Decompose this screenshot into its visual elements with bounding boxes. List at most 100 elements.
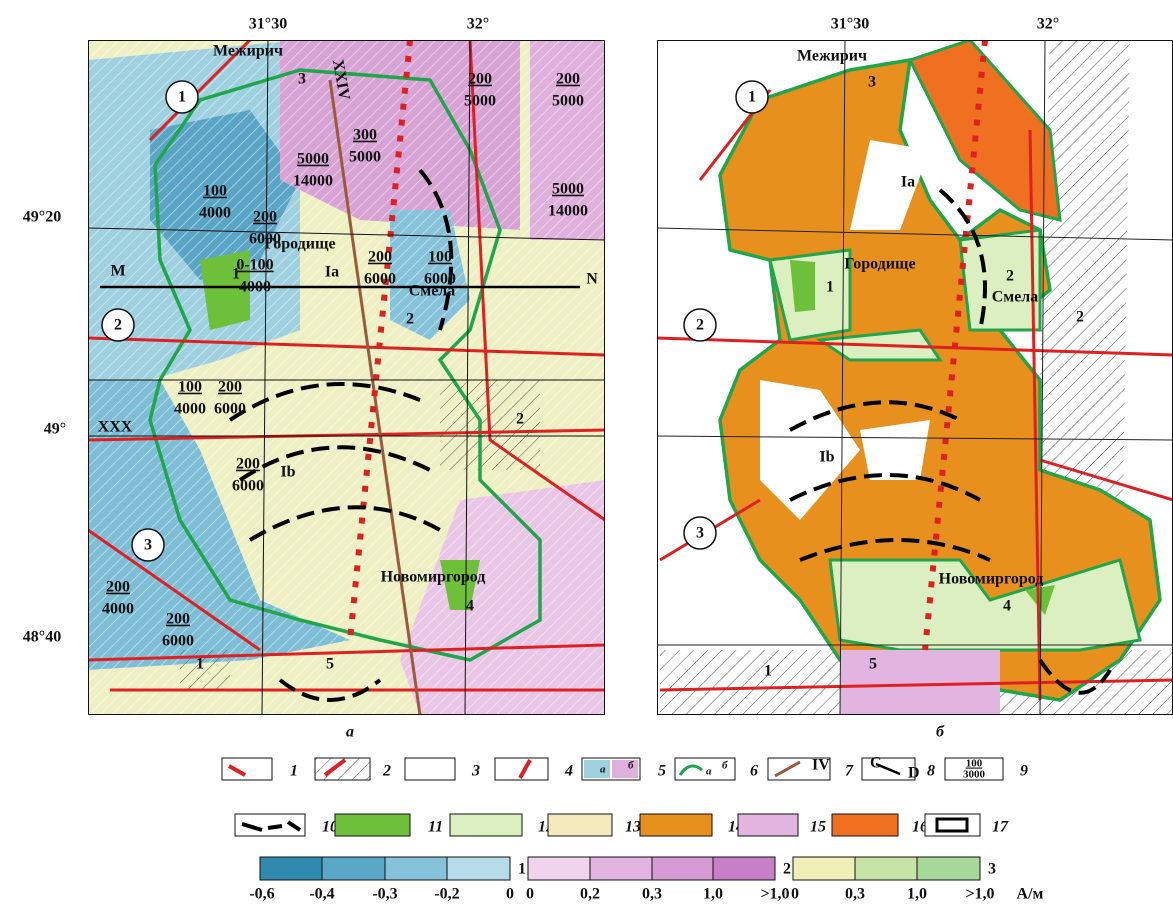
number-label: 5 <box>869 656 877 673</box>
scale-tick-label: -0,3 <box>372 886 397 903</box>
legend-box <box>234 813 306 837</box>
legend-number: 8 <box>927 763 935 780</box>
scale-tick-label: -0,6 <box>249 886 274 903</box>
scale-cell <box>384 856 448 881</box>
legend-box <box>831 813 899 837</box>
fraction-top: 100 <box>428 249 452 266</box>
fraction-top: 200 <box>556 71 580 88</box>
zone-label: 3 <box>696 525 704 542</box>
longitude-label: 31°30 <box>831 16 869 33</box>
fraction-top: 200 <box>368 249 392 266</box>
scale-tick-label: 0 <box>791 886 799 903</box>
legend-symbol <box>678 764 703 776</box>
fraction-top: 5000 <box>552 181 584 198</box>
zone-label: 3 <box>144 537 152 554</box>
longitude-label: 32° <box>1037 16 1059 33</box>
legend-number: 6 <box>750 763 758 780</box>
scale-cell <box>589 856 653 881</box>
longitude-label: 32° <box>467 16 489 33</box>
number-label: 2 <box>516 411 524 428</box>
latitude-label: 48°40 <box>23 629 61 646</box>
fraction-top: 100 <box>203 183 227 200</box>
legend-sub: а <box>600 764 606 776</box>
number-label: 1 <box>196 656 204 673</box>
scale-tick-label: -0,2 <box>434 886 459 903</box>
number-label: 1 <box>232 266 240 283</box>
legend-swatch <box>584 760 610 778</box>
scale-tick-label: 0,2 <box>580 886 600 903</box>
legend-number: 16 <box>912 819 928 836</box>
scale-tick-label: 0 <box>506 886 514 903</box>
scale-cell <box>854 856 918 881</box>
legend-symbol <box>774 760 801 778</box>
zone-label: 2 <box>114 317 122 334</box>
latitude-label: 49°20 <box>23 209 61 226</box>
place-name: Городище <box>264 236 335 253</box>
scale-cell <box>259 856 323 881</box>
zone-label: 2 <box>696 317 704 334</box>
place-name: Новомиргород <box>939 571 1044 588</box>
fraction-bottom: 14000 <box>293 173 333 190</box>
zone-circle <box>735 80 769 114</box>
legend-number: 5 <box>658 763 666 780</box>
legend-symbol <box>228 764 246 777</box>
legend-sub: а <box>706 766 712 778</box>
fraction-bottom: 6000 <box>162 633 194 650</box>
legend-swatch <box>612 760 638 778</box>
fraction-top: 200 <box>253 209 277 226</box>
fraction-top: 5000 <box>297 151 329 168</box>
scale-tick-label: 0,3 <box>845 886 865 903</box>
profile-label: M <box>110 263 125 280</box>
fraction-top: 200 <box>218 379 242 396</box>
profile-label: N <box>586 271 598 288</box>
legend-box <box>334 813 411 837</box>
scale-group-label: 3 <box>988 861 996 878</box>
legend-number: 3 <box>471 763 480 780</box>
legend-box <box>547 813 613 837</box>
scale-cell <box>527 856 591 881</box>
legend-symbol <box>875 762 901 776</box>
scale-tick-label: 1,0 <box>703 886 723 903</box>
fraction-bottom: 5000 <box>464 93 496 110</box>
fraction-bottom: 5000 <box>349 149 381 166</box>
legend-box <box>767 757 831 781</box>
number-label: 1 <box>826 279 834 296</box>
scale-cell <box>651 856 714 881</box>
fraction-bottom: 5000 <box>552 93 584 110</box>
fraction-top: 200 <box>236 456 260 473</box>
place-name: Смела <box>409 283 456 300</box>
zone-circle <box>101 308 135 342</box>
fraction-bottom: 6000 <box>214 401 246 418</box>
legend-number: 10 <box>322 819 338 836</box>
zone-circle <box>165 80 199 114</box>
number-label: 1 <box>764 663 772 680</box>
legend-symbol <box>518 759 532 779</box>
legend-symbol-text: IV <box>812 757 830 774</box>
legend-box <box>674 757 736 781</box>
map-b <box>657 40 1173 715</box>
legend-sub: б <box>628 760 634 772</box>
zone-circle <box>683 308 717 342</box>
legend-number: 9 <box>1020 763 1028 780</box>
place-name: Смела <box>992 289 1039 306</box>
fraction-bottom: 6000 <box>424 271 456 288</box>
place-name: Городище <box>844 256 915 273</box>
fraction-bottom: 4000 <box>174 401 206 418</box>
legend-number: 11 <box>428 819 443 836</box>
legend-number: 4 <box>564 763 573 780</box>
fraction-top: 200 <box>166 611 190 628</box>
legend-box <box>639 813 713 837</box>
map-a <box>88 40 605 715</box>
legend-number: 13 <box>625 819 641 836</box>
fraction-bottom: 6000 <box>232 478 264 495</box>
zone-circle <box>683 516 717 550</box>
number-label: 5 <box>326 656 334 673</box>
legend-box <box>944 757 1004 781</box>
legend-symbol-text: C <box>870 755 882 772</box>
fraction-bottom: 4000 <box>239 279 271 296</box>
legend-symbol-text: D <box>908 765 920 782</box>
zone-circle <box>131 528 165 562</box>
scale-tick-label: 0 <box>526 886 534 903</box>
fraction-top: 200 <box>106 579 130 596</box>
